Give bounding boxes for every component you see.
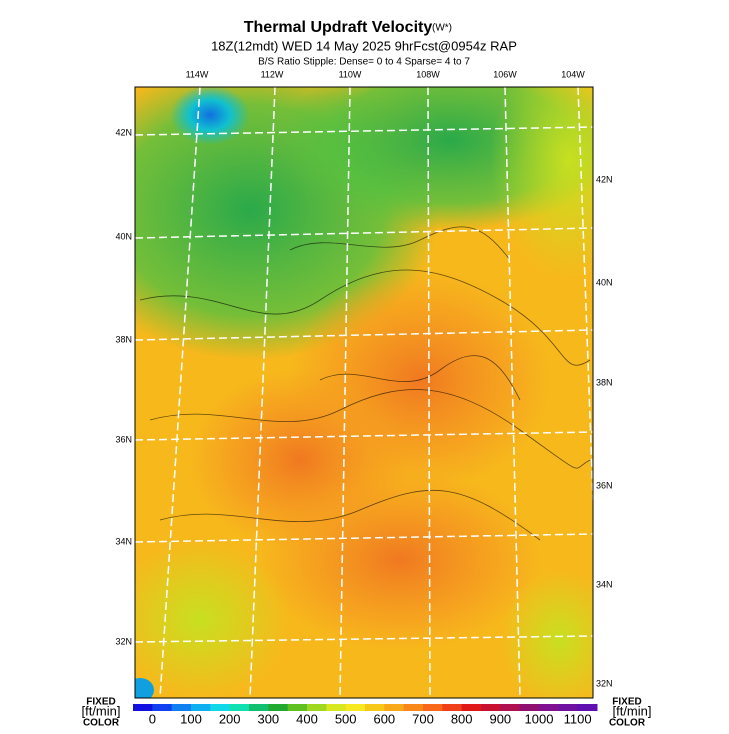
colorbar-swatch <box>249 704 269 711</box>
lat-label: 40N <box>115 231 132 241</box>
colorbar-label: 600 <box>373 711 395 726</box>
lon-label: 114W <box>186 69 209 79</box>
colorbar-right-color: COLOR <box>609 718 646 729</box>
map <box>135 87 593 698</box>
colorbar-left-color: COLOR <box>83 718 120 729</box>
colorbar-swatch <box>384 704 405 711</box>
lat-label: 42N <box>115 127 132 137</box>
colorbar-swatch <box>558 704 579 711</box>
lat-label: 36N <box>596 480 613 490</box>
colorbar-swatch <box>345 704 366 711</box>
colorbar-swatch <box>442 704 463 711</box>
colorbar-label: 400 <box>296 711 318 726</box>
colorbar-swatch <box>365 704 385 711</box>
colorbar-swatch <box>287 704 308 711</box>
lat-label: 42N <box>596 174 613 184</box>
colorbar-left-unit: [ft/min] <box>81 703 120 718</box>
colorbar-label: 300 <box>257 711 279 726</box>
colorbar-label: 800 <box>451 711 473 726</box>
colorbar-swatch <box>539 704 559 711</box>
colorbar-swatch <box>210 704 231 711</box>
colorbar-right-fixed: FIXED <box>612 697 641 708</box>
lat-label: 40N <box>596 277 613 287</box>
lat-label: 32N <box>115 636 132 646</box>
colorbar-label: 0 <box>149 711 156 726</box>
lat-label: 34N <box>596 579 613 589</box>
lon-label: 112W <box>261 69 284 79</box>
colorbar-label: 1000 <box>525 711 554 726</box>
colorbar-label: 700 <box>412 711 434 726</box>
colorbar-swatch <box>152 704 173 711</box>
colorbar-swatch <box>577 704 598 711</box>
lat-label: 36N <box>115 434 132 444</box>
lon-label: 110W <box>339 69 362 79</box>
colorbar-swatch <box>171 704 192 711</box>
colorbar-swatch <box>191 704 211 711</box>
map-frame <box>134 86 594 699</box>
lat-label: 38N <box>596 377 613 387</box>
title: Thermal Updraft Velocity <box>244 19 433 36</box>
lon-label: 106W <box>493 69 517 79</box>
colorbar-swatch <box>307 704 327 711</box>
colorbar-swatch <box>500 704 521 711</box>
colorbar-label: 500 <box>335 711 357 726</box>
stipple-note: B/S Ratio Stipple: Dense= 0 to 4 Sparse=… <box>258 57 470 68</box>
colorbar-swatch <box>423 704 443 711</box>
colorbar-swatch <box>403 704 424 711</box>
lat-label: 32N <box>596 678 613 688</box>
lat-label: 38N <box>115 334 132 344</box>
colorbar-swatch <box>481 704 501 711</box>
colorbar-label: 200 <box>219 711 241 726</box>
colorbar: 0 100 200 300 400 500 600 700 800 900 1000 1100 <box>133 704 598 726</box>
colorbar-swatch <box>229 704 250 711</box>
lat-label: 34N <box>115 536 132 546</box>
lon-label: 104W <box>561 69 585 79</box>
lon-label: 108W <box>416 69 440 79</box>
colorbar-swatch <box>268 704 289 711</box>
colorbar-label: 900 <box>489 711 511 726</box>
subtitle: 18Z(12mdt) WED 14 May 2025 9hrFcst@0954z… <box>211 38 517 53</box>
colorbar-left-fixed: FIXED <box>86 697 115 708</box>
colorbar-swatch <box>461 704 482 711</box>
title-units: (W*) <box>432 23 452 34</box>
colorbar-swatch <box>519 704 540 711</box>
colorbar-right-unit: [ft/min] <box>612 703 651 718</box>
colorbar-swatch <box>326 704 347 711</box>
colorbar-label: 100 <box>180 711 202 726</box>
colorbar-swatch <box>133 704 153 711</box>
colorbar-label: 1100 <box>564 711 592 726</box>
